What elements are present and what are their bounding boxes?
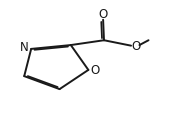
Text: O: O bbox=[132, 40, 141, 53]
Text: O: O bbox=[90, 64, 100, 77]
Text: O: O bbox=[99, 8, 108, 21]
Text: N: N bbox=[20, 41, 29, 54]
